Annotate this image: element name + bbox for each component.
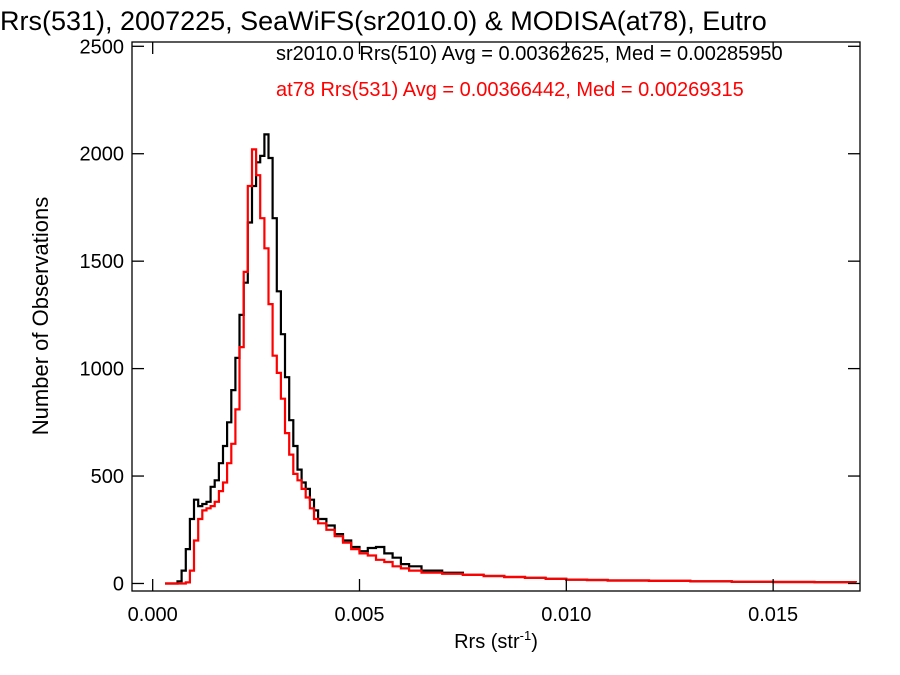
y-tick-label: 2000 [80,144,125,166]
annotation-series-2: at78 Rrs(531) Avg = 0.00366442, Med = 0.… [276,79,744,101]
plot-frame [131,41,861,592]
y-tick-label: 500 [91,466,124,488]
y-tick-label: 2500 [80,36,125,58]
x-tick-label: 0.005 [334,604,384,626]
y-tick-label: 1000 [80,359,125,381]
x-tick-label: 0.000 [128,604,178,626]
y-tick-label: 0 [113,573,124,595]
x-axis-label: Rrs (str-1) [454,628,538,653]
series-layer [165,133,857,585]
series-1-line [165,133,857,585]
x-axis: 0.000 0.005 0.010 0.015 [128,42,798,626]
y-axis-label: Number of Observations [28,197,53,435]
chart-title: Rrs(531), 2007225, SeaWiFS(sr2010.0) & M… [0,6,767,36]
y-tick-label: 1500 [80,251,125,273]
plot-area: 0.000 0.005 0.010 0.015 0 500 1000 1500 2000 250… [80,36,861,626]
annotation-series-1: sr2010.0 Rrs(510) Avg = 0.00362625, Med … [276,43,783,65]
x-tick-label: 0.010 [541,604,591,626]
series-2-line [165,148,857,585]
x-tick-label: 0.015 [748,604,798,626]
y-axis: 0 500 1000 1500 2000 2500 [80,36,860,595]
